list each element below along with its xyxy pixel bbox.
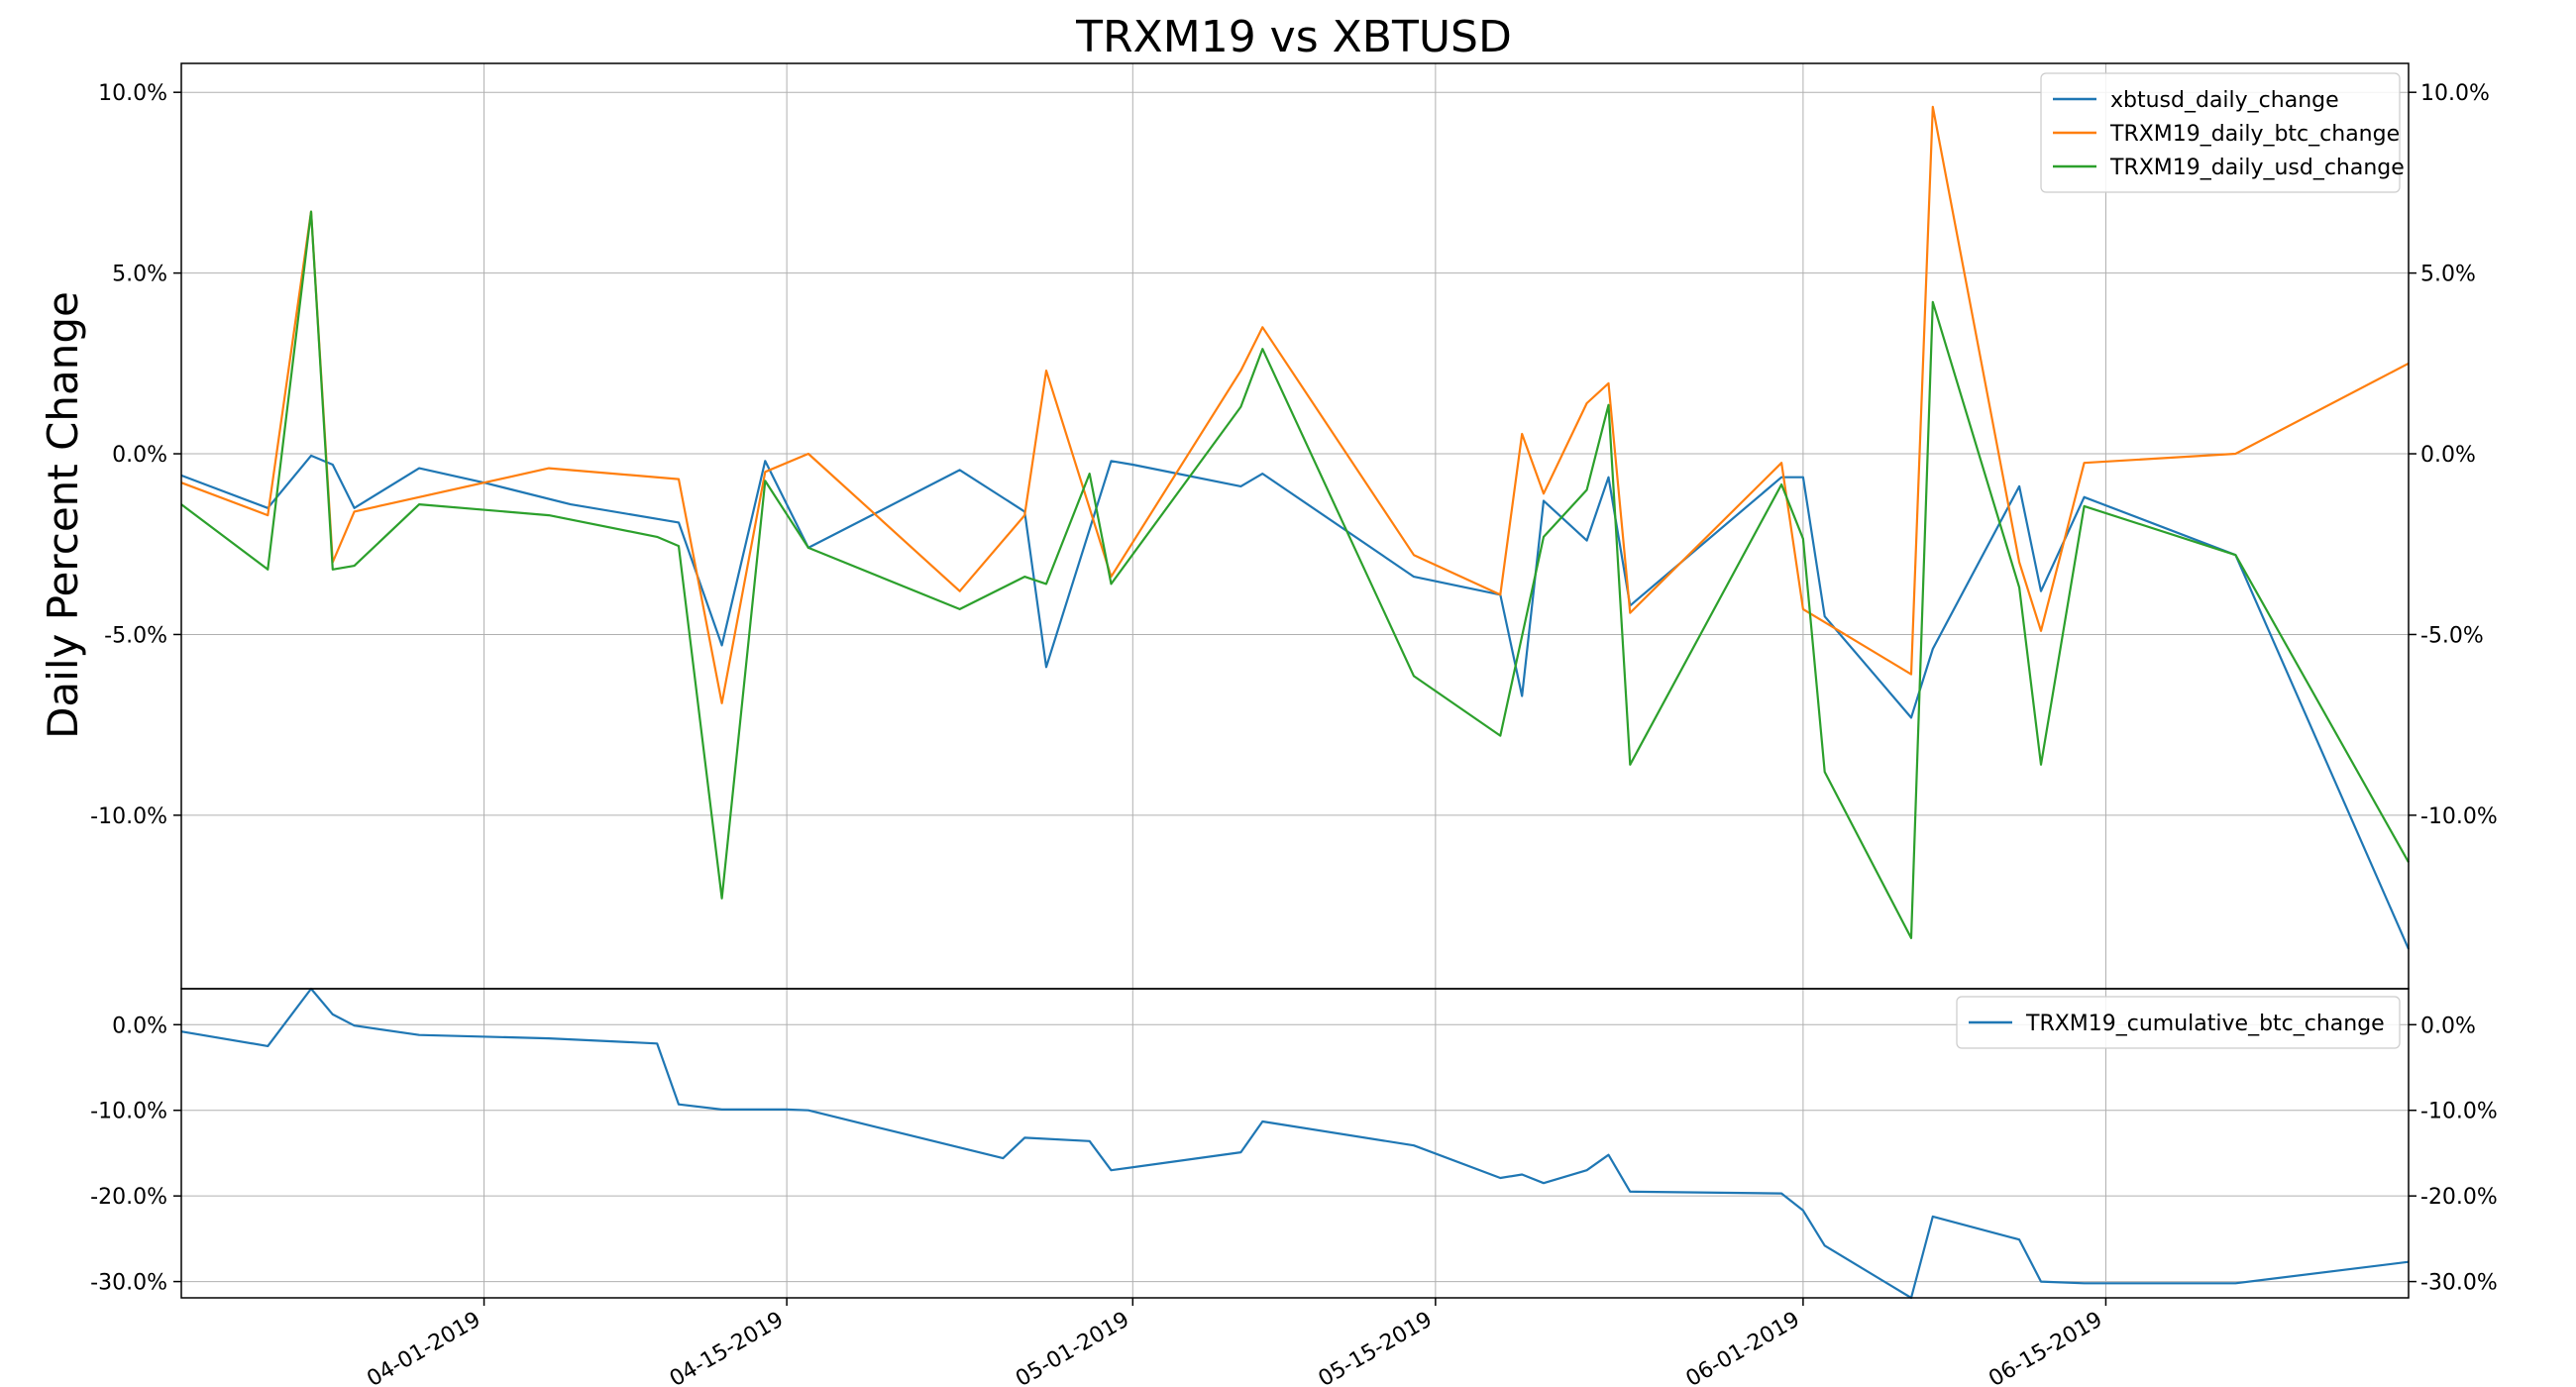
bottom-gridlines <box>181 989 2409 1298</box>
bottom-plot-frame <box>180 988 2410 1299</box>
top-y-axis-ticks: -10.0% -10.0% -5.0% -5.0% 0.0% 0.0% 5.0% 5.0% 10… <box>90 81 2498 829</box>
bottom-y-tick-label-right: 0.0% <box>2420 1014 2476 1038</box>
bottom-y-tick-label-left: -20.0% <box>90 1185 167 1210</box>
chart-title: TRXM19 vs XBTUSD <box>1075 12 1512 62</box>
top-y-tick-label-right: -5.0% <box>2420 623 2484 648</box>
series-line-TRXM19_daily_btc_change <box>180 105 2410 704</box>
bottom-legend-box <box>1956 996 2401 1049</box>
legend-entry-label: TRXM19_cumulative_btc_change <box>2025 1012 2385 1036</box>
series-line-TRXM19_cumulative_btc_change <box>180 987 2410 1300</box>
top-y-tick-label-right: -10.0% <box>2420 804 2498 829</box>
top-y-tick-label-left: -5.0% <box>104 623 167 648</box>
top-legend: xbtusd_daily_change TRXM19_daily_btc_chan… <box>2040 72 2405 193</box>
series-line-xbtusd_daily_change <box>180 454 2411 950</box>
bottom-y-tick-label-right: -20.0% <box>2420 1185 2498 1210</box>
top-legend-box <box>2040 72 2401 193</box>
bottom-legend: TRXM19_cumulative_btc_change <box>1956 996 2401 1049</box>
series-line-TRXM19_daily_usd_change <box>180 210 2410 940</box>
top-y-tick-label-right: 5.0% <box>2420 263 2476 287</box>
legend-entry-label: xbtusd_daily_change <box>2110 88 2339 113</box>
bottom-y-tick-label-right: -10.0% <box>2420 1100 2498 1124</box>
y-axis-label: Daily Percent Change <box>39 291 87 739</box>
bottom-y-tick-label-left: -30.0% <box>90 1271 167 1296</box>
top-gridlines <box>181 63 2409 989</box>
bottom-y-axis-ticks: -30.0% -30.0% -20.0% -20.0% -10.0% -10.0% 0.0%… <box>90 1014 2498 1295</box>
top-y-tick-label-left: -10.0% <box>90 804 167 829</box>
bottom-series-lines <box>180 987 2410 1300</box>
top-y-tick-label-left: 5.0% <box>112 263 167 287</box>
top-y-tick-label-left: 0.0% <box>112 443 167 468</box>
top-y-tick-label-right: 0.0% <box>2420 443 2476 468</box>
bottom-y-tick-label-right: -30.0% <box>2420 1271 2498 1296</box>
top-y-tick-label-right: 10.0% <box>2420 81 2490 106</box>
top-series-lines <box>180 105 2411 950</box>
legend-entry-label: TRXM19_daily_usd_change <box>2109 156 2405 180</box>
top-y-tick-label-left: 10.0% <box>98 81 167 106</box>
legend-entry-label: TRXM19_daily_btc_change <box>2109 122 2400 147</box>
bottom-y-tick-label-left: -10.0% <box>90 1100 167 1124</box>
bottom-y-tick-label-left: 0.0% <box>112 1014 167 1038</box>
